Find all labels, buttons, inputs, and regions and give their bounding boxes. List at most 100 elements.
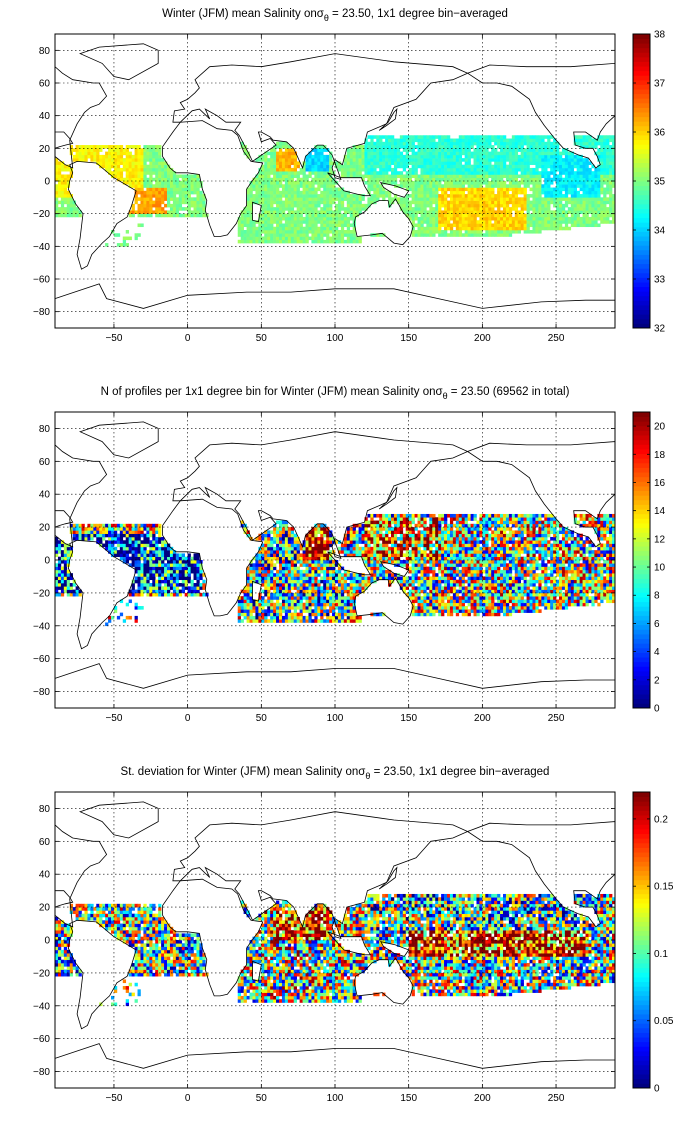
heatmap-cell — [190, 589, 194, 594]
heatmap-cell — [544, 151, 548, 156]
colorbar-segment — [633, 181, 650, 186]
heatmap-cell — [237, 612, 241, 617]
panel-title: Winter (JFM) mean Salinity onσθ = 23.50,… — [162, 8, 508, 23]
heatmap-cell — [122, 239, 127, 244]
heatmap-cell — [426, 138, 430, 143]
heatmap-cell — [441, 184, 445, 188]
heatmap-cell — [550, 171, 554, 175]
heatmap-cell — [131, 207, 135, 211]
heatmap-cell — [476, 190, 480, 195]
y-tick-label: 0 — [44, 177, 50, 188]
heatmap-cell — [293, 220, 297, 224]
heatmap-cell — [467, 216, 471, 221]
heatmap-cell — [444, 171, 448, 175]
heatmap-cell — [172, 184, 177, 188]
heatmap-cell — [111, 546, 115, 551]
heatmap-cell — [332, 190, 336, 195]
heatmap-cell — [432, 230, 436, 234]
heatmap-cell — [140, 164, 144, 169]
heatmap-cell — [267, 569, 271, 574]
heatmap-cell — [279, 233, 283, 237]
heatmap-cell — [438, 213, 442, 218]
heatmap-cell — [172, 181, 177, 185]
heatmap-cell — [423, 135, 427, 139]
heatmap-cell — [196, 190, 200, 195]
heatmap-cell — [143, 533, 147, 538]
heatmap-cell — [600, 167, 604, 172]
heatmap-cell — [281, 609, 286, 613]
heatmap-cell — [281, 569, 286, 574]
heatmap-cell — [417, 210, 421, 214]
colorbar-segment — [633, 203, 650, 209]
heatmap-cell — [293, 230, 297, 234]
heatmap-cell — [461, 210, 465, 214]
heatmap-cell — [273, 566, 277, 571]
heatmap-cell — [290, 194, 295, 198]
heatmap-cell — [161, 207, 165, 211]
heatmap-cell — [417, 158, 421, 162]
heatmap-cell — [267, 161, 271, 165]
heatmap-cell — [193, 583, 197, 587]
heatmap-cell — [396, 174, 401, 179]
heatmap-cell — [273, 536, 277, 541]
heatmap-cell — [570, 164, 575, 169]
heatmap-cell — [547, 220, 551, 224]
heatmap-cell — [276, 226, 280, 231]
heatmap-cell — [544, 161, 548, 165]
heatmap-cell — [337, 194, 342, 198]
heatmap-cell — [337, 213, 342, 218]
heatmap-cell — [535, 177, 539, 182]
heatmap-cell — [243, 148, 247, 152]
heatmap-cell — [113, 148, 118, 152]
heatmap-cell — [167, 194, 171, 198]
heatmap-cell — [60, 164, 65, 169]
heatmap-cell — [553, 226, 557, 231]
heatmap-cell — [408, 181, 412, 185]
heatmap-cell — [382, 167, 386, 172]
heatmap-cell — [146, 536, 150, 541]
heatmap-cell — [199, 190, 203, 195]
heatmap-cell — [606, 190, 610, 195]
heatmap-cell — [544, 177, 548, 182]
heatmap-cell — [55, 579, 59, 584]
heatmap-cell — [55, 566, 59, 571]
y-tick-label: 60 — [39, 79, 51, 90]
heatmap-cell — [449, 223, 454, 228]
heatmap-cell — [405, 158, 409, 162]
heatmap-cell — [467, 197, 471, 201]
heatmap-cell — [393, 145, 398, 149]
heatmap-cell — [169, 553, 174, 558]
heatmap-cell — [60, 161, 65, 165]
heatmap-cell — [349, 239, 353, 244]
heatmap-cell — [529, 220, 533, 224]
heatmap-cell — [550, 145, 554, 149]
heatmap-cell — [385, 148, 389, 152]
heatmap-cell — [461, 151, 465, 156]
heatmap-cell — [609, 187, 613, 192]
heatmap-cell — [178, 569, 183, 574]
heatmap-cell — [146, 569, 150, 574]
heatmap-cell — [243, 596, 247, 600]
heatmap-cell — [134, 550, 138, 554]
heatmap-cell — [243, 612, 247, 617]
heatmap-cell — [470, 181, 474, 185]
heatmap-cell — [193, 187, 197, 192]
heatmap-cell — [60, 187, 65, 192]
heatmap-cell — [476, 187, 480, 192]
heatmap-cell — [458, 161, 463, 165]
heatmap-cell — [582, 145, 586, 149]
heatmap-cell — [169, 171, 174, 175]
heatmap-cell — [399, 158, 404, 162]
heatmap-cell — [523, 167, 527, 172]
heatmap-cell — [414, 187, 418, 192]
heatmap-cell — [196, 184, 200, 188]
heatmap-cell — [299, 190, 303, 195]
heatmap-cell — [155, 560, 159, 564]
heatmap-cell — [108, 536, 112, 541]
heatmap-cell — [252, 184, 256, 188]
heatmap-cell — [600, 161, 604, 165]
heatmap-cell — [576, 207, 580, 211]
heatmap-cell — [125, 550, 129, 554]
heatmap-cell — [140, 523, 144, 528]
heatmap-cell — [432, 210, 436, 214]
